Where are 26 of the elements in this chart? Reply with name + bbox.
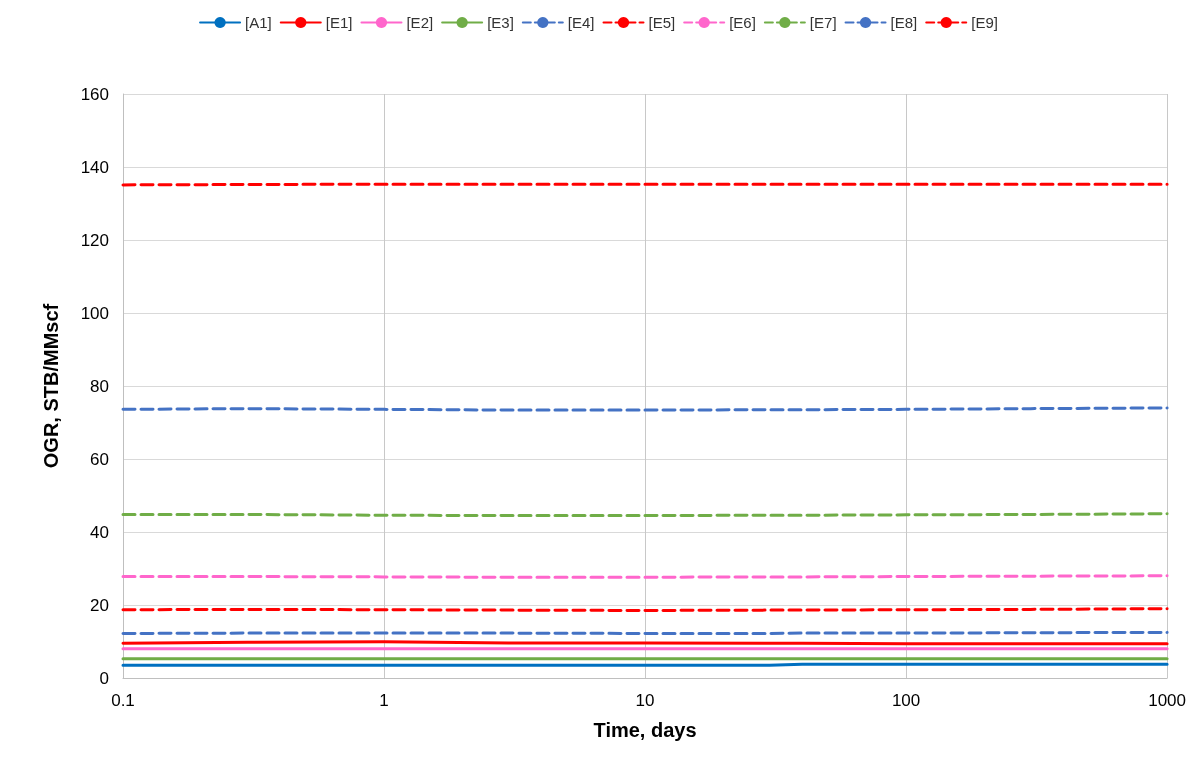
legend-label: [E7] [809, 14, 837, 31]
x-tick-label: 10 [635, 691, 655, 710]
x-tick-label: 0.1 [111, 691, 135, 710]
y-tick-label: 0 [99, 668, 109, 688]
legend-label: [E5] [648, 14, 676, 31]
legend-label: [E4] [567, 14, 595, 31]
legend-label: [E2] [406, 14, 434, 31]
y-tick-label: 60 [90, 449, 109, 469]
y-tick-label: 140 [80, 157, 109, 177]
legend-label: [E6] [729, 14, 756, 31]
y-tick-label: 80 [90, 376, 109, 396]
y-tick-label: 160 [80, 84, 109, 104]
y-tick-label: 40 [90, 522, 109, 542]
x-tick-label: 1 [379, 691, 389, 710]
legend-label: [E9] [971, 14, 998, 31]
x-tick-label: 100 [891, 691, 921, 710]
legend-label: [E1] [325, 14, 353, 31]
y-tick-label: 20 [90, 595, 109, 615]
y-axis-title: OGR, STB/MMscf [40, 303, 62, 469]
x-axis-title: Time, days [593, 719, 697, 741]
y-tick-label: 100 [80, 303, 109, 323]
legend-label: [A1] [245, 14, 272, 31]
legend-label: [E8] [890, 14, 918, 31]
legend-label: [E3] [487, 14, 514, 31]
y-tick-label: 120 [80, 230, 109, 250]
x-tick-label: 1000 [1148, 691, 1186, 710]
